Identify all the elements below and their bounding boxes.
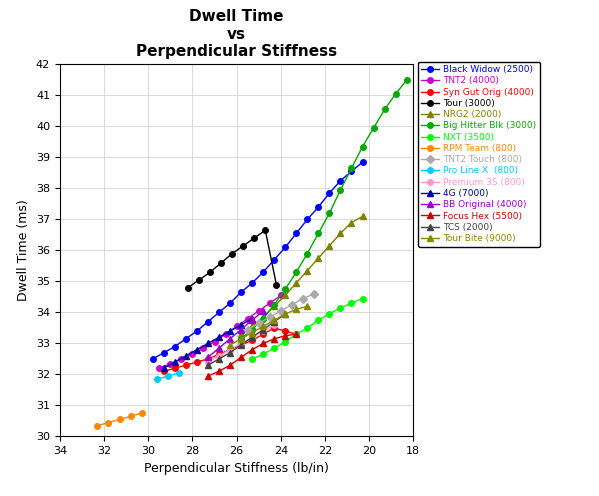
X-axis label: Perpendicular Stiffness (lb/in): Perpendicular Stiffness (lb/in)	[144, 462, 329, 475]
Y-axis label: Dwell Time (ms): Dwell Time (ms)	[17, 199, 31, 302]
Title: Dwell Time
vs
Perpendicular Stiffness: Dwell Time vs Perpendicular Stiffness	[136, 9, 337, 59]
Legend: Black Widow (2500), TNT2 (4000), Syn Gut Orig (4000), Tour (3000), NRG2 (2000), : Black Widow (2500), TNT2 (4000), Syn Gut…	[418, 62, 540, 247]
